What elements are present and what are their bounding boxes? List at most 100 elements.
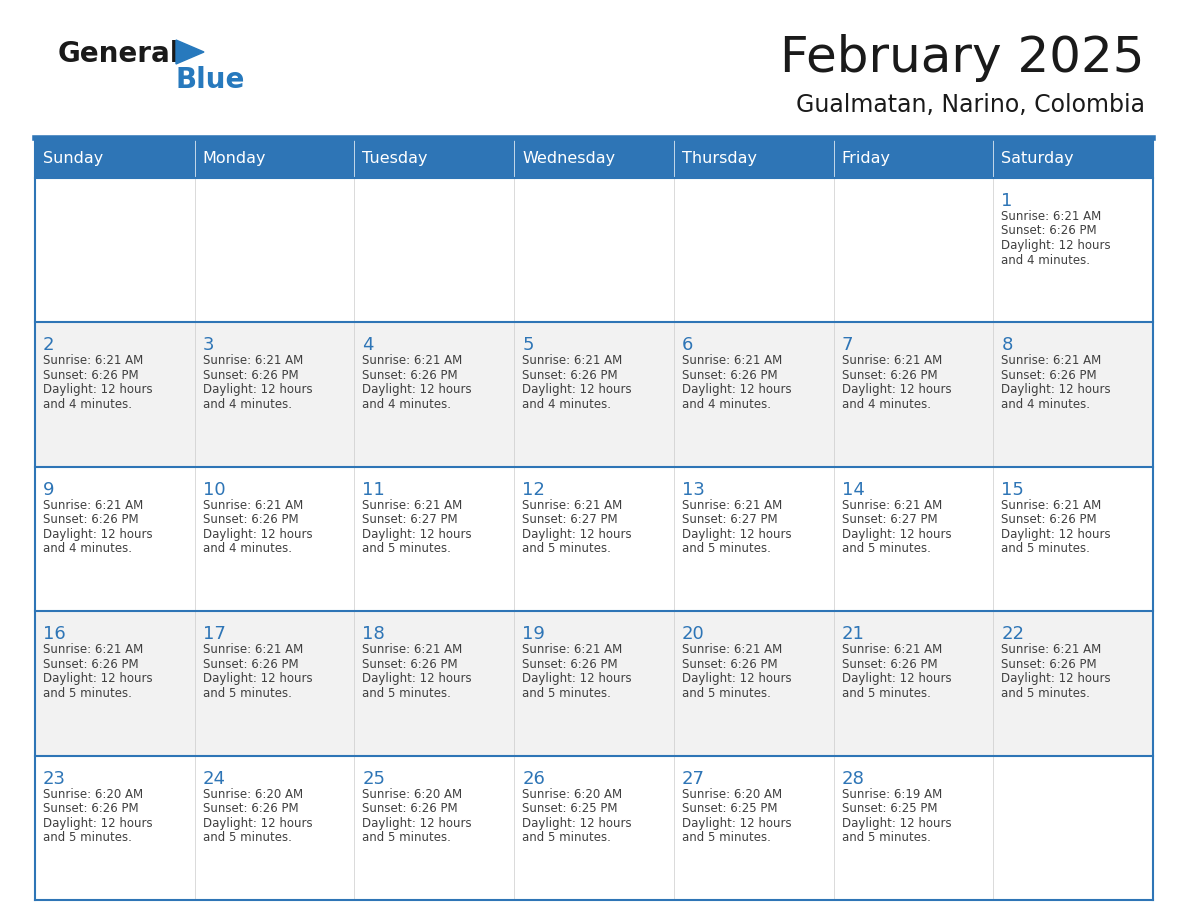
Text: 28: 28 <box>841 769 865 788</box>
Bar <box>674 611 834 756</box>
Text: 17: 17 <box>203 625 226 644</box>
Text: Sunset: 6:26 PM: Sunset: 6:26 PM <box>523 369 618 382</box>
Text: Daylight: 12 hours: Daylight: 12 hours <box>841 384 952 397</box>
Text: and 5 minutes.: and 5 minutes. <box>841 687 930 700</box>
Text: Sunset: 6:25 PM: Sunset: 6:25 PM <box>682 802 777 815</box>
Text: Sunset: 6:26 PM: Sunset: 6:26 PM <box>362 802 459 815</box>
Text: Sunrise: 6:21 AM: Sunrise: 6:21 AM <box>1001 644 1101 656</box>
Bar <box>993 756 1154 900</box>
Text: and 4 minutes.: and 4 minutes. <box>362 397 451 411</box>
Text: Sunset: 6:26 PM: Sunset: 6:26 PM <box>682 369 777 382</box>
Text: 6: 6 <box>682 336 694 354</box>
Bar <box>34 140 195 178</box>
Text: Sunrise: 6:21 AM: Sunrise: 6:21 AM <box>523 498 623 512</box>
Text: Sunset: 6:26 PM: Sunset: 6:26 PM <box>841 369 937 382</box>
Text: Friday: Friday <box>841 151 891 166</box>
Text: Sunrise: 6:21 AM: Sunrise: 6:21 AM <box>43 354 144 367</box>
Text: Sunrise: 6:21 AM: Sunrise: 6:21 AM <box>1001 354 1101 367</box>
Text: Sunrise: 6:21 AM: Sunrise: 6:21 AM <box>682 498 782 512</box>
Text: Sunrise: 6:21 AM: Sunrise: 6:21 AM <box>43 498 144 512</box>
Text: Daylight: 12 hours: Daylight: 12 hours <box>43 528 152 541</box>
Text: and 5 minutes.: and 5 minutes. <box>203 831 291 844</box>
Bar <box>514 611 674 756</box>
Text: 5: 5 <box>523 336 533 354</box>
Text: Sunrise: 6:19 AM: Sunrise: 6:19 AM <box>841 788 942 800</box>
Text: and 5 minutes.: and 5 minutes. <box>203 687 291 700</box>
Text: February 2025: February 2025 <box>781 34 1145 82</box>
Text: Sunrise: 6:21 AM: Sunrise: 6:21 AM <box>362 498 462 512</box>
Bar <box>674 466 834 611</box>
Polygon shape <box>176 40 204 64</box>
Text: 8: 8 <box>1001 336 1012 354</box>
Text: Daylight: 12 hours: Daylight: 12 hours <box>362 384 472 397</box>
Text: Daylight: 12 hours: Daylight: 12 hours <box>203 384 312 397</box>
Text: Sunset: 6:26 PM: Sunset: 6:26 PM <box>43 657 139 671</box>
Text: Sunrise: 6:21 AM: Sunrise: 6:21 AM <box>841 498 942 512</box>
Text: and 4 minutes.: and 4 minutes. <box>682 397 771 411</box>
Text: Sunset: 6:26 PM: Sunset: 6:26 PM <box>362 369 459 382</box>
Text: Daylight: 12 hours: Daylight: 12 hours <box>43 384 152 397</box>
Text: Daylight: 12 hours: Daylight: 12 hours <box>523 817 632 830</box>
Text: Sunrise: 6:21 AM: Sunrise: 6:21 AM <box>682 644 782 656</box>
Text: Sunrise: 6:21 AM: Sunrise: 6:21 AM <box>841 354 942 367</box>
Bar <box>354 178 514 322</box>
Text: Daylight: 12 hours: Daylight: 12 hours <box>682 528 791 541</box>
Text: Sunset: 6:26 PM: Sunset: 6:26 PM <box>203 513 298 526</box>
Bar <box>514 140 674 178</box>
Bar <box>195 178 354 322</box>
Text: 14: 14 <box>841 481 865 498</box>
Bar <box>195 756 354 900</box>
Text: Sunset: 6:26 PM: Sunset: 6:26 PM <box>1001 513 1097 526</box>
Text: 19: 19 <box>523 625 545 644</box>
Bar <box>195 466 354 611</box>
Text: Daylight: 12 hours: Daylight: 12 hours <box>682 384 791 397</box>
Bar <box>834 322 993 466</box>
Text: Sunset: 6:27 PM: Sunset: 6:27 PM <box>841 513 937 526</box>
Text: Sunrise: 6:21 AM: Sunrise: 6:21 AM <box>841 644 942 656</box>
Text: Daylight: 12 hours: Daylight: 12 hours <box>203 672 312 685</box>
Text: Sunrise: 6:21 AM: Sunrise: 6:21 AM <box>203 498 303 512</box>
Text: and 5 minutes.: and 5 minutes. <box>682 831 771 844</box>
Text: Daylight: 12 hours: Daylight: 12 hours <box>523 384 632 397</box>
Text: Daylight: 12 hours: Daylight: 12 hours <box>43 672 152 685</box>
Text: 10: 10 <box>203 481 226 498</box>
Text: 3: 3 <box>203 336 214 354</box>
Text: General: General <box>58 40 181 68</box>
Bar <box>834 756 993 900</box>
Bar <box>674 756 834 900</box>
Text: Sunrise: 6:21 AM: Sunrise: 6:21 AM <box>362 354 462 367</box>
Text: Sunrise: 6:20 AM: Sunrise: 6:20 AM <box>43 788 143 800</box>
Text: Daylight: 12 hours: Daylight: 12 hours <box>682 817 791 830</box>
Text: and 5 minutes.: and 5 minutes. <box>362 831 451 844</box>
Text: and 4 minutes.: and 4 minutes. <box>841 397 930 411</box>
Text: and 4 minutes.: and 4 minutes. <box>43 543 132 555</box>
Text: Monday: Monday <box>203 151 266 166</box>
Text: and 4 minutes.: and 4 minutes. <box>523 397 611 411</box>
Text: Tuesday: Tuesday <box>362 151 428 166</box>
Text: and 5 minutes.: and 5 minutes. <box>1001 543 1091 555</box>
Text: Sunrise: 6:21 AM: Sunrise: 6:21 AM <box>1001 210 1101 223</box>
Text: Daylight: 12 hours: Daylight: 12 hours <box>1001 239 1111 252</box>
Text: Sunrise: 6:20 AM: Sunrise: 6:20 AM <box>362 788 462 800</box>
Text: and 4 minutes.: and 4 minutes. <box>1001 397 1091 411</box>
Text: Sunrise: 6:21 AM: Sunrise: 6:21 AM <box>523 354 623 367</box>
Bar <box>34 466 195 611</box>
Bar <box>354 756 514 900</box>
Text: Saturday: Saturday <box>1001 151 1074 166</box>
Text: Daylight: 12 hours: Daylight: 12 hours <box>841 672 952 685</box>
Bar <box>354 140 514 178</box>
Text: Daylight: 12 hours: Daylight: 12 hours <box>523 528 632 541</box>
Text: Sunset: 6:25 PM: Sunset: 6:25 PM <box>841 802 937 815</box>
Text: 20: 20 <box>682 625 704 644</box>
Text: 15: 15 <box>1001 481 1024 498</box>
Text: and 5 minutes.: and 5 minutes. <box>523 543 611 555</box>
Bar <box>514 756 674 900</box>
Text: Sunset: 6:26 PM: Sunset: 6:26 PM <box>682 657 777 671</box>
Text: 16: 16 <box>43 625 65 644</box>
Bar <box>514 178 674 322</box>
Text: 12: 12 <box>523 481 545 498</box>
Bar <box>34 611 195 756</box>
Text: Daylight: 12 hours: Daylight: 12 hours <box>841 817 952 830</box>
Bar <box>674 178 834 322</box>
Text: 4: 4 <box>362 336 374 354</box>
